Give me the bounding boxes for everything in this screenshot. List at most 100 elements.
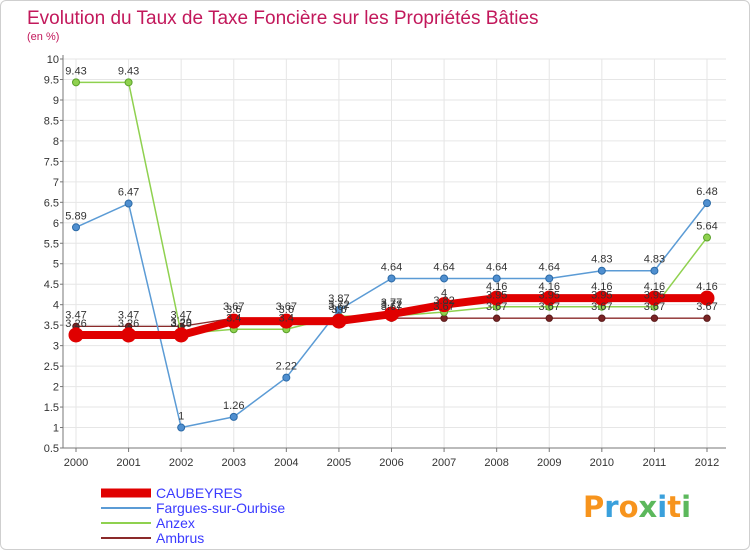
data-label: 3.47 bbox=[65, 309, 86, 321]
y-tick-label: 1 bbox=[53, 423, 59, 435]
data-point bbox=[72, 223, 80, 232]
logo-letter: P bbox=[583, 490, 604, 524]
y-tick-label: 7.5 bbox=[44, 156, 59, 168]
data-label: 4 bbox=[441, 288, 447, 300]
x-tick-label: 2010 bbox=[590, 457, 614, 469]
data-point bbox=[703, 199, 711, 208]
data-label: 3.67 bbox=[276, 301, 297, 313]
legend-label: CAUBEYRES bbox=[156, 485, 242, 501]
y-tick-label: 5.5 bbox=[44, 238, 59, 250]
data-point bbox=[492, 314, 501, 322]
data-point bbox=[650, 266, 659, 275]
chart-subtitle: (en %) bbox=[27, 31, 59, 43]
data-point bbox=[703, 314, 711, 322]
data-label: 3.67 bbox=[591, 301, 612, 313]
data-label: 5.64 bbox=[696, 221, 717, 233]
y-tick-label: 1.5 bbox=[44, 402, 59, 414]
data-point bbox=[121, 327, 137, 343]
data-point bbox=[545, 274, 554, 283]
proxiti-logo: Proxiti bbox=[583, 490, 691, 524]
y-tick-label: 8.5 bbox=[44, 115, 59, 127]
data-point bbox=[124, 199, 133, 208]
data-label: 3.95 bbox=[539, 290, 560, 302]
data-label: 9.43 bbox=[118, 65, 139, 77]
data-label: 1.26 bbox=[223, 400, 244, 412]
data-label: 3.95 bbox=[591, 290, 612, 302]
data-label: 3.67 bbox=[223, 301, 244, 313]
data-label: 3.29 bbox=[170, 317, 191, 329]
data-label: 4.16 bbox=[696, 281, 717, 293]
data-point bbox=[173, 327, 189, 343]
data-point bbox=[650, 314, 659, 322]
x-tick-label: 2000 bbox=[64, 457, 88, 469]
x-tick-label: 2004 bbox=[274, 457, 298, 469]
data-point bbox=[646, 290, 662, 306]
x-tick-label: 2009 bbox=[537, 457, 561, 469]
x-tick-label: 2001 bbox=[116, 457, 140, 469]
data-label: 3.6 bbox=[331, 304, 346, 316]
data-label: 3.77 bbox=[381, 297, 402, 309]
data-point bbox=[436, 297, 452, 313]
x-tick-label: 2012 bbox=[695, 457, 719, 469]
data-label: 4.64 bbox=[486, 261, 507, 273]
data-point bbox=[229, 412, 238, 421]
data-point bbox=[545, 314, 553, 322]
logo-letter: t bbox=[667, 490, 681, 524]
data-label: 4.64 bbox=[381, 261, 402, 273]
x-tick-label: 2006 bbox=[379, 457, 403, 469]
data-label: 4.16 bbox=[539, 281, 560, 293]
data-label: 3.95 bbox=[644, 290, 665, 302]
x-tick-label: 2003 bbox=[222, 457, 246, 469]
data-point bbox=[598, 314, 606, 322]
data-label: 3.6 bbox=[226, 304, 241, 316]
y-tick-label: 5 bbox=[53, 259, 59, 271]
legend-label: Fargues-sur-Ourbise bbox=[156, 500, 285, 516]
data-label: 4.16 bbox=[591, 281, 612, 293]
data-point bbox=[699, 290, 715, 306]
data-label: 3.67 bbox=[381, 301, 402, 313]
data-point bbox=[489, 290, 505, 306]
x-tick-label: 2002 bbox=[169, 457, 193, 469]
data-point bbox=[541, 290, 557, 306]
data-label: 4.64 bbox=[433, 261, 454, 273]
data-point bbox=[703, 233, 711, 242]
data-label: 9.43 bbox=[65, 65, 86, 77]
chart-title: Evolution du Taux de Taxe Foncière sur l… bbox=[27, 8, 539, 29]
data-point bbox=[384, 306, 399, 322]
data-point bbox=[334, 306, 343, 315]
y-tick-label: 9.5 bbox=[44, 74, 59, 86]
y-tick-label: 4.5 bbox=[44, 279, 59, 291]
data-label: 3.4 bbox=[279, 312, 294, 324]
data-point bbox=[278, 313, 294, 329]
y-tick-label: 3 bbox=[53, 341, 59, 353]
data-point bbox=[440, 274, 449, 283]
data-point bbox=[594, 290, 610, 306]
y-tick-label: 6 bbox=[53, 218, 59, 230]
data-label: 4.64 bbox=[539, 261, 560, 273]
y-tick-label: 9 bbox=[53, 95, 59, 107]
data-point bbox=[177, 423, 186, 432]
y-tick-label: 10 bbox=[47, 54, 59, 66]
x-tick-label: 2008 bbox=[484, 457, 508, 469]
logo-letter: o bbox=[619, 490, 639, 524]
legend-label: Anzex bbox=[156, 515, 195, 531]
data-label: 3.67 bbox=[433, 301, 454, 313]
data-label: 3.4 bbox=[226, 312, 241, 324]
y-tick-label: 3.5 bbox=[44, 320, 59, 332]
data-label: 4.16 bbox=[644, 281, 665, 293]
y-tick-label: 6.5 bbox=[44, 197, 59, 209]
data-point bbox=[492, 274, 501, 283]
data-label: 3.82 bbox=[433, 295, 454, 307]
data-point bbox=[331, 313, 347, 329]
x-tick-label: 2007 bbox=[432, 457, 456, 469]
data-label: 3.87 bbox=[328, 293, 349, 305]
data-label: 3.67 bbox=[486, 301, 507, 313]
legend-label: Ambrus bbox=[156, 530, 204, 546]
data-label: 3.67 bbox=[539, 301, 560, 313]
data-label: 3.67 bbox=[696, 301, 717, 313]
data-point bbox=[387, 274, 396, 283]
data-label: 3.67 bbox=[644, 301, 665, 313]
data-label: 3.72 bbox=[328, 299, 349, 311]
